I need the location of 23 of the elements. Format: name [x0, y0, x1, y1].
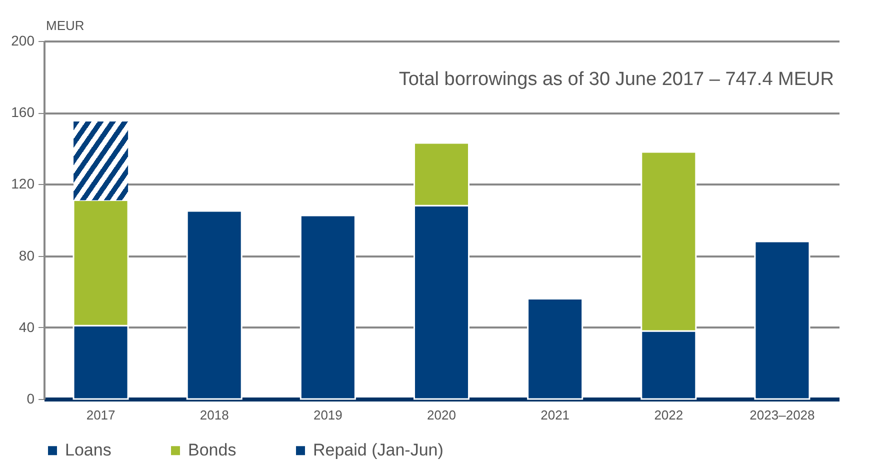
x-tick-label: 2019	[313, 408, 342, 422]
y-tick-label: 200	[11, 32, 35, 48]
x-tick-label: 2020	[427, 408, 456, 422]
x-tick-label: 2023–2028	[750, 408, 815, 422]
y-tick-label: 0	[26, 390, 35, 406]
legend-label: Loans	[65, 440, 112, 460]
y-tick-label: 80	[18, 247, 35, 264]
bar	[527, 298, 584, 400]
y-axis-title: MEUR	[46, 18, 84, 33]
bar	[300, 214, 356, 400]
x-tick-label: 2017	[86, 408, 116, 422]
bar	[74, 122, 128, 200]
bar	[754, 240, 810, 400]
x-tick-label: 2022	[654, 408, 684, 422]
annotation: Total borrowings as of 30 June 2017 – 747.4 MEUR	[398, 69, 834, 90]
x-tick-label: 2018	[200, 408, 229, 422]
legend-label: Repaid (Jan-Jun)	[313, 440, 444, 460]
legend-label: Bonds	[188, 440, 236, 460]
x-tick-label: 2021	[540, 408, 570, 422]
y-tick-label: 160	[11, 104, 35, 120]
y-tick-label: 40	[18, 318, 35, 335]
y-tick-label: 120	[11, 176, 35, 192]
bar	[186, 210, 242, 400]
